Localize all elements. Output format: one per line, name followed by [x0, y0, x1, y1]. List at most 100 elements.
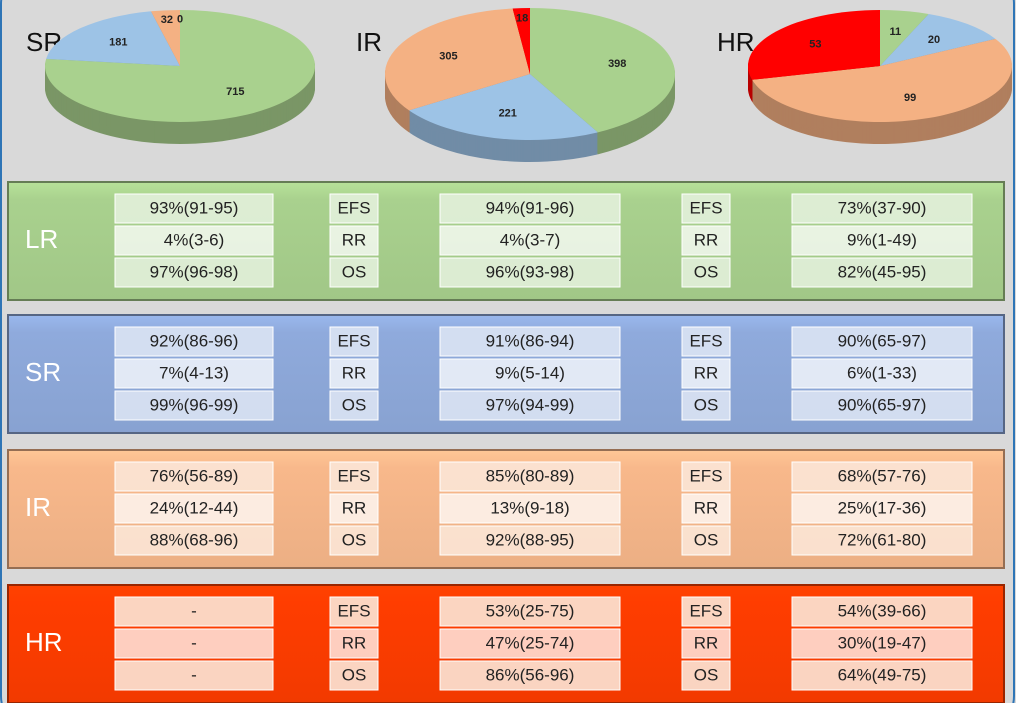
cell-text: EFS	[337, 331, 370, 350]
band-label: IR	[25, 492, 51, 522]
cell-text: 4%(3-7)	[500, 230, 560, 249]
cell	[791, 596, 973, 627]
cell	[791, 390, 973, 421]
cell	[114, 390, 274, 421]
cell	[114, 461, 274, 492]
pie-slice	[150, 10, 180, 66]
cell	[681, 326, 731, 357]
cell	[791, 257, 973, 288]
cell-text: 82%(45-95)	[838, 262, 927, 281]
cell	[114, 257, 274, 288]
cell-text: EFS	[689, 198, 722, 217]
cell-text: 88%(68-96)	[150, 530, 239, 549]
cell-text: 72%(61-80)	[838, 530, 927, 549]
cell-text: EFS	[337, 601, 370, 620]
cell-text: 64%(49-75)	[838, 665, 927, 684]
cell	[439, 660, 621, 691]
cell	[114, 193, 274, 224]
cell-text: 6%(1-33)	[847, 363, 917, 382]
pie-slice	[409, 74, 598, 140]
cell	[681, 193, 731, 224]
cell-text: 94%(91-96)	[486, 198, 575, 217]
cell	[681, 461, 731, 492]
cell	[791, 628, 973, 659]
cell	[329, 596, 379, 627]
cell-text: OS	[694, 262, 719, 281]
cell	[791, 225, 973, 256]
cell	[329, 628, 379, 659]
cell-text: RR	[694, 363, 719, 382]
cell-text: RR	[694, 230, 719, 249]
cell-text: 13%(9-18)	[490, 498, 569, 517]
cell-text: 91%(86-94)	[486, 331, 575, 350]
pie-value-label: 305	[439, 51, 457, 63]
cell-text: OS	[342, 530, 367, 549]
cell	[439, 596, 621, 627]
cell-text: EFS	[689, 466, 722, 485]
cell	[439, 193, 621, 224]
pie-value-label: 221	[499, 108, 517, 120]
cell-text: OS	[694, 395, 719, 414]
cell	[439, 326, 621, 357]
pie-value-label: 398	[608, 58, 626, 70]
cell	[114, 628, 274, 659]
cell-text: 24%(12-44)	[150, 498, 239, 517]
cell	[791, 193, 973, 224]
cell-text: 96%(93-98)	[486, 262, 575, 281]
cell	[329, 193, 379, 224]
cell	[681, 628, 731, 659]
pie-title: IR	[356, 27, 382, 57]
cell	[439, 390, 621, 421]
cell-text: EFS	[689, 601, 722, 620]
cell-text: 30%(19-47)	[838, 633, 927, 652]
pie-value-label: 99	[904, 92, 916, 104]
cell-text: EFS	[337, 198, 370, 217]
band-label: LR	[25, 224, 58, 254]
cell-text: 90%(65-97)	[838, 395, 927, 414]
pie-slice	[752, 38, 1012, 123]
cell-text: 76%(56-89)	[150, 466, 239, 485]
cell-text: -	[191, 633, 197, 652]
cell	[681, 358, 731, 389]
cell	[114, 225, 274, 256]
cell-text: 73%(37-90)	[838, 198, 927, 217]
cell-text: OS	[342, 262, 367, 281]
cell	[681, 225, 731, 256]
cell-text: 53%(25-75)	[486, 601, 575, 620]
cell-text: OS	[342, 395, 367, 414]
cell-text: 90%(65-97)	[838, 331, 927, 350]
pie-value-label: 20	[928, 34, 940, 46]
cell-text: EFS	[337, 466, 370, 485]
cell	[439, 358, 621, 389]
cell-text: 93%(91-95)	[150, 198, 239, 217]
cell-text: RR	[694, 633, 719, 652]
cell-text: 97%(94-99)	[486, 395, 575, 414]
cell	[439, 257, 621, 288]
cell	[681, 390, 731, 421]
pie-slice	[530, 8, 676, 133]
cell	[791, 525, 973, 556]
cell	[329, 461, 379, 492]
band-label: HR	[25, 627, 63, 657]
cell	[681, 493, 731, 524]
cell-text: 85%(80-89)	[486, 466, 575, 485]
cell-text: 97%(96-98)	[150, 262, 239, 281]
cell-text: 4%(3-6)	[164, 230, 224, 249]
cell	[329, 493, 379, 524]
pie-value-label: 32	[161, 14, 173, 26]
cell	[791, 660, 973, 691]
cell	[114, 326, 274, 357]
cell	[329, 358, 379, 389]
cell	[681, 257, 731, 288]
pie-slice	[512, 8, 530, 74]
cell-text: RR	[342, 633, 367, 652]
cell-text: 92%(88-95)	[486, 530, 575, 549]
pie-value-label: 18	[516, 13, 528, 25]
pie-value-label: 53	[809, 39, 821, 51]
pie-slice	[880, 10, 929, 66]
cell-text: 68%(57-76)	[838, 466, 927, 485]
pie-slice	[748, 10, 880, 80]
pie-value-label: 181	[109, 36, 127, 48]
cell	[329, 390, 379, 421]
